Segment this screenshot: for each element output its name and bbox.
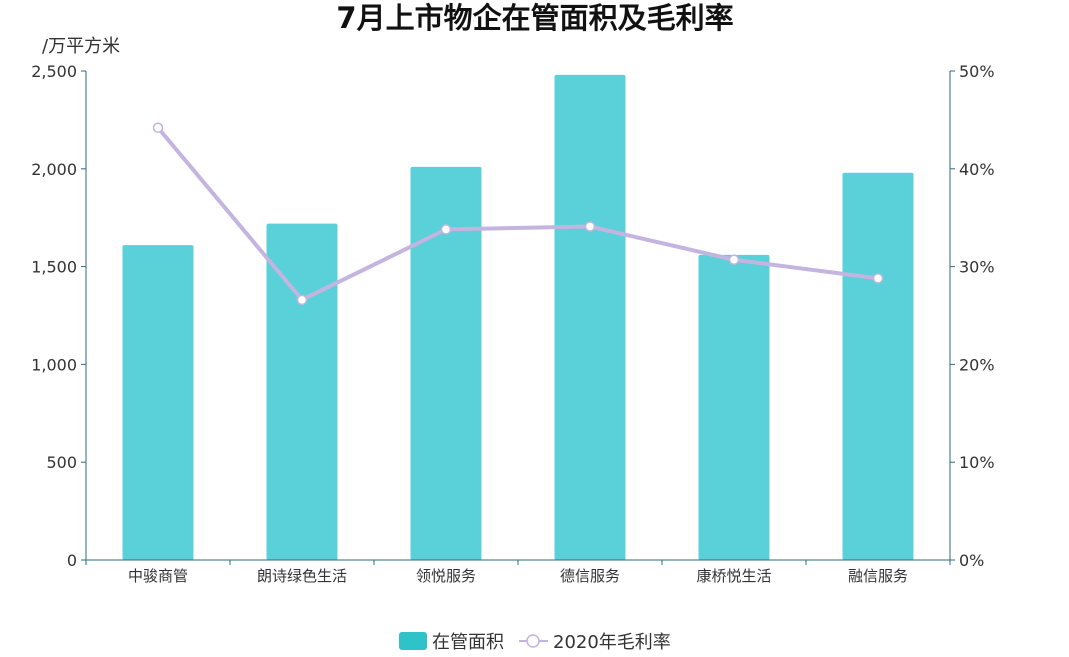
bar-6[interactable] bbox=[842, 172, 914, 560]
left-tick-label: 0 bbox=[67, 551, 77, 570]
right-tick-label: 20% bbox=[959, 355, 995, 374]
line-point-1[interactable] bbox=[152, 122, 164, 133]
legend-bar-label[interactable]: 在管面积 bbox=[432, 632, 504, 653]
right-tick-label: 40% bbox=[959, 160, 995, 179]
left-tick-label: 500 bbox=[46, 453, 77, 472]
left-tick-label: 2,500 bbox=[31, 62, 77, 81]
category-label: 中骏商管 bbox=[128, 567, 188, 585]
bar-3[interactable] bbox=[410, 166, 482, 560]
line-point-4[interactable] bbox=[584, 221, 596, 232]
margin-line bbox=[156, 126, 879, 302]
axes bbox=[85, 71, 951, 561]
left-axis-unit: /万平方米 bbox=[42, 36, 120, 57]
legend-line-label[interactable]: 2020年毛利率 bbox=[553, 632, 671, 653]
line-point-2[interactable] bbox=[296, 294, 308, 306]
line-point-3[interactable] bbox=[440, 224, 452, 235]
line-point-6[interactable] bbox=[872, 273, 884, 284]
category-label: 融信服务 bbox=[848, 567, 908, 585]
right-axis-ticks: 0% 10% 20% 30% 40% 50% bbox=[950, 62, 995, 570]
right-tick-label: 10% bbox=[959, 453, 995, 472]
left-tick-label: 2,000 bbox=[31, 160, 77, 179]
right-tick-label: 50% bbox=[959, 62, 995, 81]
category-label: 朗诗绿色生活 bbox=[257, 567, 347, 585]
right-tick-label: 30% bbox=[959, 258, 995, 277]
legend-bar-swatch[interactable] bbox=[399, 632, 427, 650]
left-axis-ticks: 0 500 1,000 1,500 2,000 2,500 bbox=[31, 62, 86, 570]
legend: 在管面积 2020年毛利率 bbox=[399, 632, 671, 653]
bar-1[interactable] bbox=[122, 245, 194, 561]
legend-line-marker[interactable] bbox=[526, 634, 540, 648]
bar-5[interactable] bbox=[698, 254, 770, 560]
bar-4[interactable] bbox=[554, 74, 626, 561]
line-point-5[interactable] bbox=[728, 254, 740, 266]
category-label: 领悦服务 bbox=[416, 567, 476, 585]
line-series bbox=[152, 122, 884, 306]
bar-2[interactable] bbox=[266, 223, 338, 560]
category-axis-ticks: 中骏商管 朗诗绿色生活 领悦服务 德信服务 康桥悦生活 融信服务 bbox=[85, 560, 951, 585]
chart-title: 7月上市物企在管面积及毛利率 bbox=[336, 1, 733, 35]
bar-series bbox=[122, 74, 914, 561]
left-tick-label: 1,500 bbox=[31, 258, 77, 277]
category-label: 康桥悦生活 bbox=[696, 567, 771, 585]
left-tick-label: 1,000 bbox=[31, 355, 77, 374]
right-tick-label: 0% bbox=[959, 551, 984, 570]
category-label: 德信服务 bbox=[560, 567, 620, 585]
